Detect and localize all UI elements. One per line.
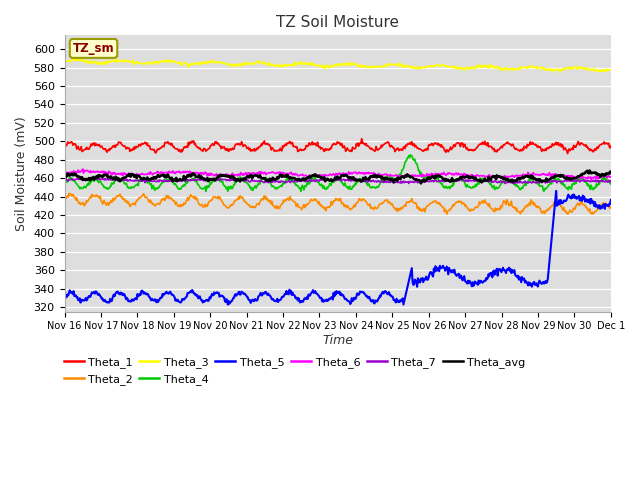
Theta_3	[607, 67, 614, 72]
X-axis label: Time: Time	[322, 334, 353, 347]
Theta_avg	[182, 174, 190, 180]
Theta_2	[212, 195, 220, 201]
Theta_5	[211, 291, 219, 297]
Theta_2	[65, 191, 73, 196]
Theta_5	[607, 197, 614, 203]
Theta_6	[61, 168, 68, 174]
Line: Theta_avg: Theta_avg	[65, 170, 611, 183]
Theta_2	[183, 197, 191, 203]
Theta_4	[405, 153, 413, 158]
Theta_7	[607, 178, 614, 184]
Theta_1	[182, 144, 190, 150]
Theta_4	[406, 152, 414, 157]
Theta_2	[607, 204, 614, 210]
Theta_1	[358, 136, 365, 142]
Theta_6	[607, 174, 614, 180]
Theta_3	[421, 65, 429, 71]
Theta_6	[70, 169, 78, 175]
Theta_7	[70, 177, 78, 183]
Line: Theta_3: Theta_3	[65, 59, 611, 72]
Legend: Theta_1, Theta_2, Theta_3, Theta_4, Theta_5, Theta_6, Theta_7, Theta_avg: Theta_1, Theta_2, Theta_3, Theta_4, Thet…	[59, 353, 530, 389]
Line: Theta_2: Theta_2	[65, 193, 611, 214]
Theta_avg	[404, 173, 412, 179]
Theta_3	[127, 59, 135, 65]
Theta_3	[70, 57, 78, 63]
Theta_2	[405, 199, 413, 205]
Theta_3	[73, 56, 81, 61]
Y-axis label: Soil Moisture (mV): Soil Moisture (mV)	[15, 116, 28, 231]
Theta_avg	[211, 178, 219, 183]
Theta_5	[61, 296, 68, 301]
Theta_1	[405, 141, 413, 147]
Theta_avg	[586, 168, 593, 173]
Theta_avg	[70, 170, 78, 176]
Theta_avg	[421, 179, 429, 184]
Theta_4	[297, 189, 305, 194]
Theta_4	[422, 174, 429, 180]
Theta_6	[183, 169, 191, 175]
Theta_4	[127, 184, 134, 190]
Theta_4	[70, 178, 78, 184]
Theta_1	[127, 146, 134, 152]
Theta_5	[224, 302, 232, 308]
Theta_1	[607, 143, 614, 149]
Theta_6	[421, 173, 429, 179]
Title: TZ Soil Moisture: TZ Soil Moisture	[276, 15, 399, 30]
Theta_7	[61, 177, 68, 183]
Line: Theta_5: Theta_5	[65, 191, 611, 305]
Theta_6	[588, 177, 595, 183]
Line: Theta_1: Theta_1	[65, 139, 611, 154]
Theta_1	[61, 144, 68, 150]
Theta_2	[564, 211, 572, 217]
Theta_6	[127, 170, 135, 176]
Theta_4	[61, 180, 68, 186]
Theta_6	[79, 166, 86, 172]
Theta_avg	[607, 170, 614, 176]
Theta_4	[607, 181, 614, 187]
Theta_5	[421, 277, 429, 283]
Theta_7	[405, 180, 413, 186]
Theta_3	[61, 58, 68, 64]
Theta_avg	[127, 174, 134, 180]
Theta_1	[211, 139, 219, 145]
Line: Theta_4: Theta_4	[65, 155, 611, 192]
Theta_4	[182, 179, 190, 184]
Theta_3	[183, 61, 191, 67]
Theta_avg	[61, 176, 68, 181]
Theta_6	[405, 173, 413, 179]
Theta_7	[183, 177, 191, 182]
Theta_1	[70, 142, 78, 147]
Theta_6	[212, 173, 220, 179]
Theta_2	[71, 195, 79, 201]
Theta_7	[127, 178, 135, 184]
Theta_2	[61, 197, 68, 203]
Theta_avg	[417, 180, 425, 186]
Theta_5	[552, 188, 560, 194]
Line: Theta_6: Theta_6	[65, 169, 611, 180]
Text: TZ_sm: TZ_sm	[73, 42, 115, 55]
Theta_7	[421, 178, 429, 184]
Theta_5	[405, 278, 413, 284]
Theta_1	[564, 151, 572, 156]
Line: Theta_7: Theta_7	[65, 178, 611, 184]
Theta_7	[212, 177, 220, 183]
Theta_2	[127, 202, 135, 207]
Theta_3	[212, 60, 220, 65]
Theta_7	[511, 181, 518, 187]
Theta_4	[211, 177, 219, 182]
Theta_5	[70, 293, 78, 299]
Theta_3	[405, 64, 413, 70]
Theta_5	[182, 294, 190, 300]
Theta_1	[421, 148, 429, 154]
Theta_5	[127, 299, 134, 305]
Theta_2	[421, 209, 429, 215]
Theta_3	[556, 69, 564, 75]
Theta_7	[78, 175, 86, 181]
